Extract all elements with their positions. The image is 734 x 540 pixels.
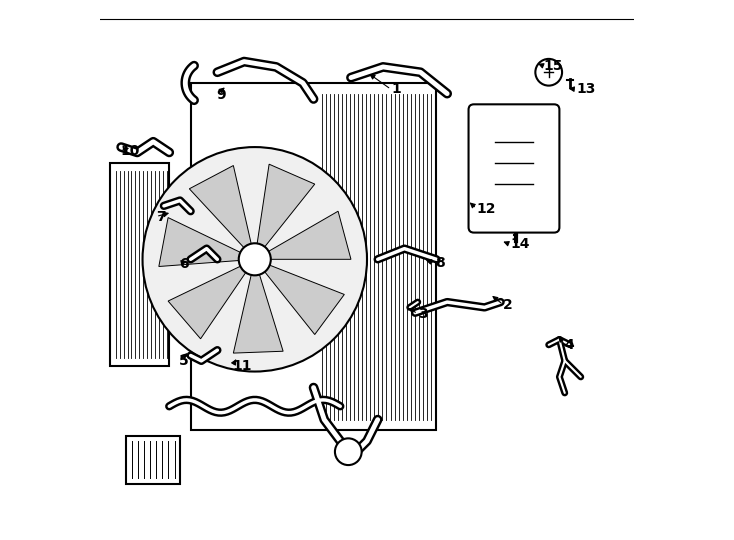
Text: 6: 6	[179, 256, 189, 271]
Text: 15: 15	[543, 59, 563, 73]
Text: 5: 5	[179, 354, 189, 368]
Polygon shape	[255, 164, 315, 259]
Bar	[191, 83, 437, 430]
Circle shape	[142, 147, 367, 372]
Polygon shape	[255, 211, 351, 259]
Bar	[126, 436, 180, 484]
Text: 2: 2	[504, 298, 513, 312]
Text: 13: 13	[576, 83, 596, 96]
Text: 9: 9	[217, 87, 226, 102]
FancyBboxPatch shape	[468, 104, 559, 233]
Text: 10: 10	[120, 144, 139, 158]
Polygon shape	[233, 259, 283, 353]
Text: 7: 7	[156, 210, 166, 224]
Text: 14: 14	[510, 238, 530, 251]
Circle shape	[535, 59, 562, 86]
Circle shape	[335, 438, 362, 465]
Text: 4: 4	[564, 338, 575, 352]
Bar	[110, 163, 170, 366]
Text: 12: 12	[476, 201, 496, 215]
Text: 8: 8	[435, 256, 445, 270]
Polygon shape	[159, 218, 255, 267]
Text: 3: 3	[418, 307, 427, 321]
Text: 1: 1	[391, 83, 401, 96]
Polygon shape	[168, 259, 255, 339]
Text: 11: 11	[233, 359, 252, 373]
Polygon shape	[189, 166, 255, 259]
Circle shape	[239, 244, 271, 275]
Polygon shape	[255, 259, 344, 334]
